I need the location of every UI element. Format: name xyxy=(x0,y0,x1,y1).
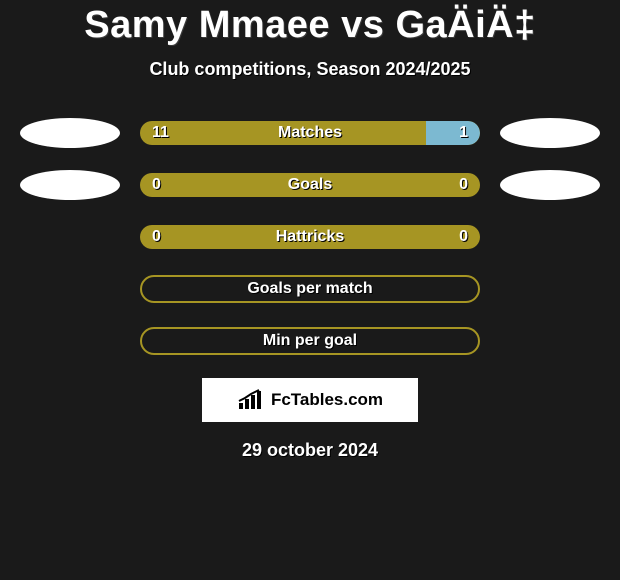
brand-label: FcTables.com xyxy=(271,390,383,410)
stat-label: Goals per match xyxy=(142,280,478,298)
stat-bar: Matches111 xyxy=(140,121,480,145)
player-right-marker xyxy=(500,118,600,148)
stat-bar: Hattricks00 xyxy=(140,225,480,249)
page-title: Samy Mmaee vs GaÄiÄ‡ xyxy=(0,4,620,47)
stat-row: Goals per match xyxy=(0,274,620,304)
stat-row: Hattricks00 xyxy=(0,222,620,252)
brand-box[interactable]: FcTables.com xyxy=(202,378,418,422)
stat-label: Min per goal xyxy=(142,332,478,350)
stat-bar: Goals00 xyxy=(140,173,480,197)
comparison-widget: Samy Mmaee vs GaÄiÄ‡ Club competitions, … xyxy=(0,0,620,580)
player-right-marker xyxy=(500,170,600,200)
stat-row: Goals00 xyxy=(0,170,620,200)
stat-bar: Goals per match xyxy=(140,275,480,303)
stat-bar: Min per goal xyxy=(140,327,480,355)
stat-rows: Matches111 Goals00 Hattricks00 Goals per ma… xyxy=(0,118,620,356)
stat-label: Goals xyxy=(140,176,480,194)
subtitle: Club competitions, Season 2024/2025 xyxy=(0,59,620,80)
stat-row: Matches111 xyxy=(0,118,620,148)
date-label: 29 october 2024 xyxy=(0,440,620,461)
stat-label: Matches xyxy=(140,124,480,142)
brand-chart-icon xyxy=(237,389,265,411)
player-left-marker xyxy=(20,170,120,200)
player-left-marker xyxy=(20,118,120,148)
stat-row: Min per goal xyxy=(0,326,620,356)
stat-label: Hattricks xyxy=(140,228,480,246)
